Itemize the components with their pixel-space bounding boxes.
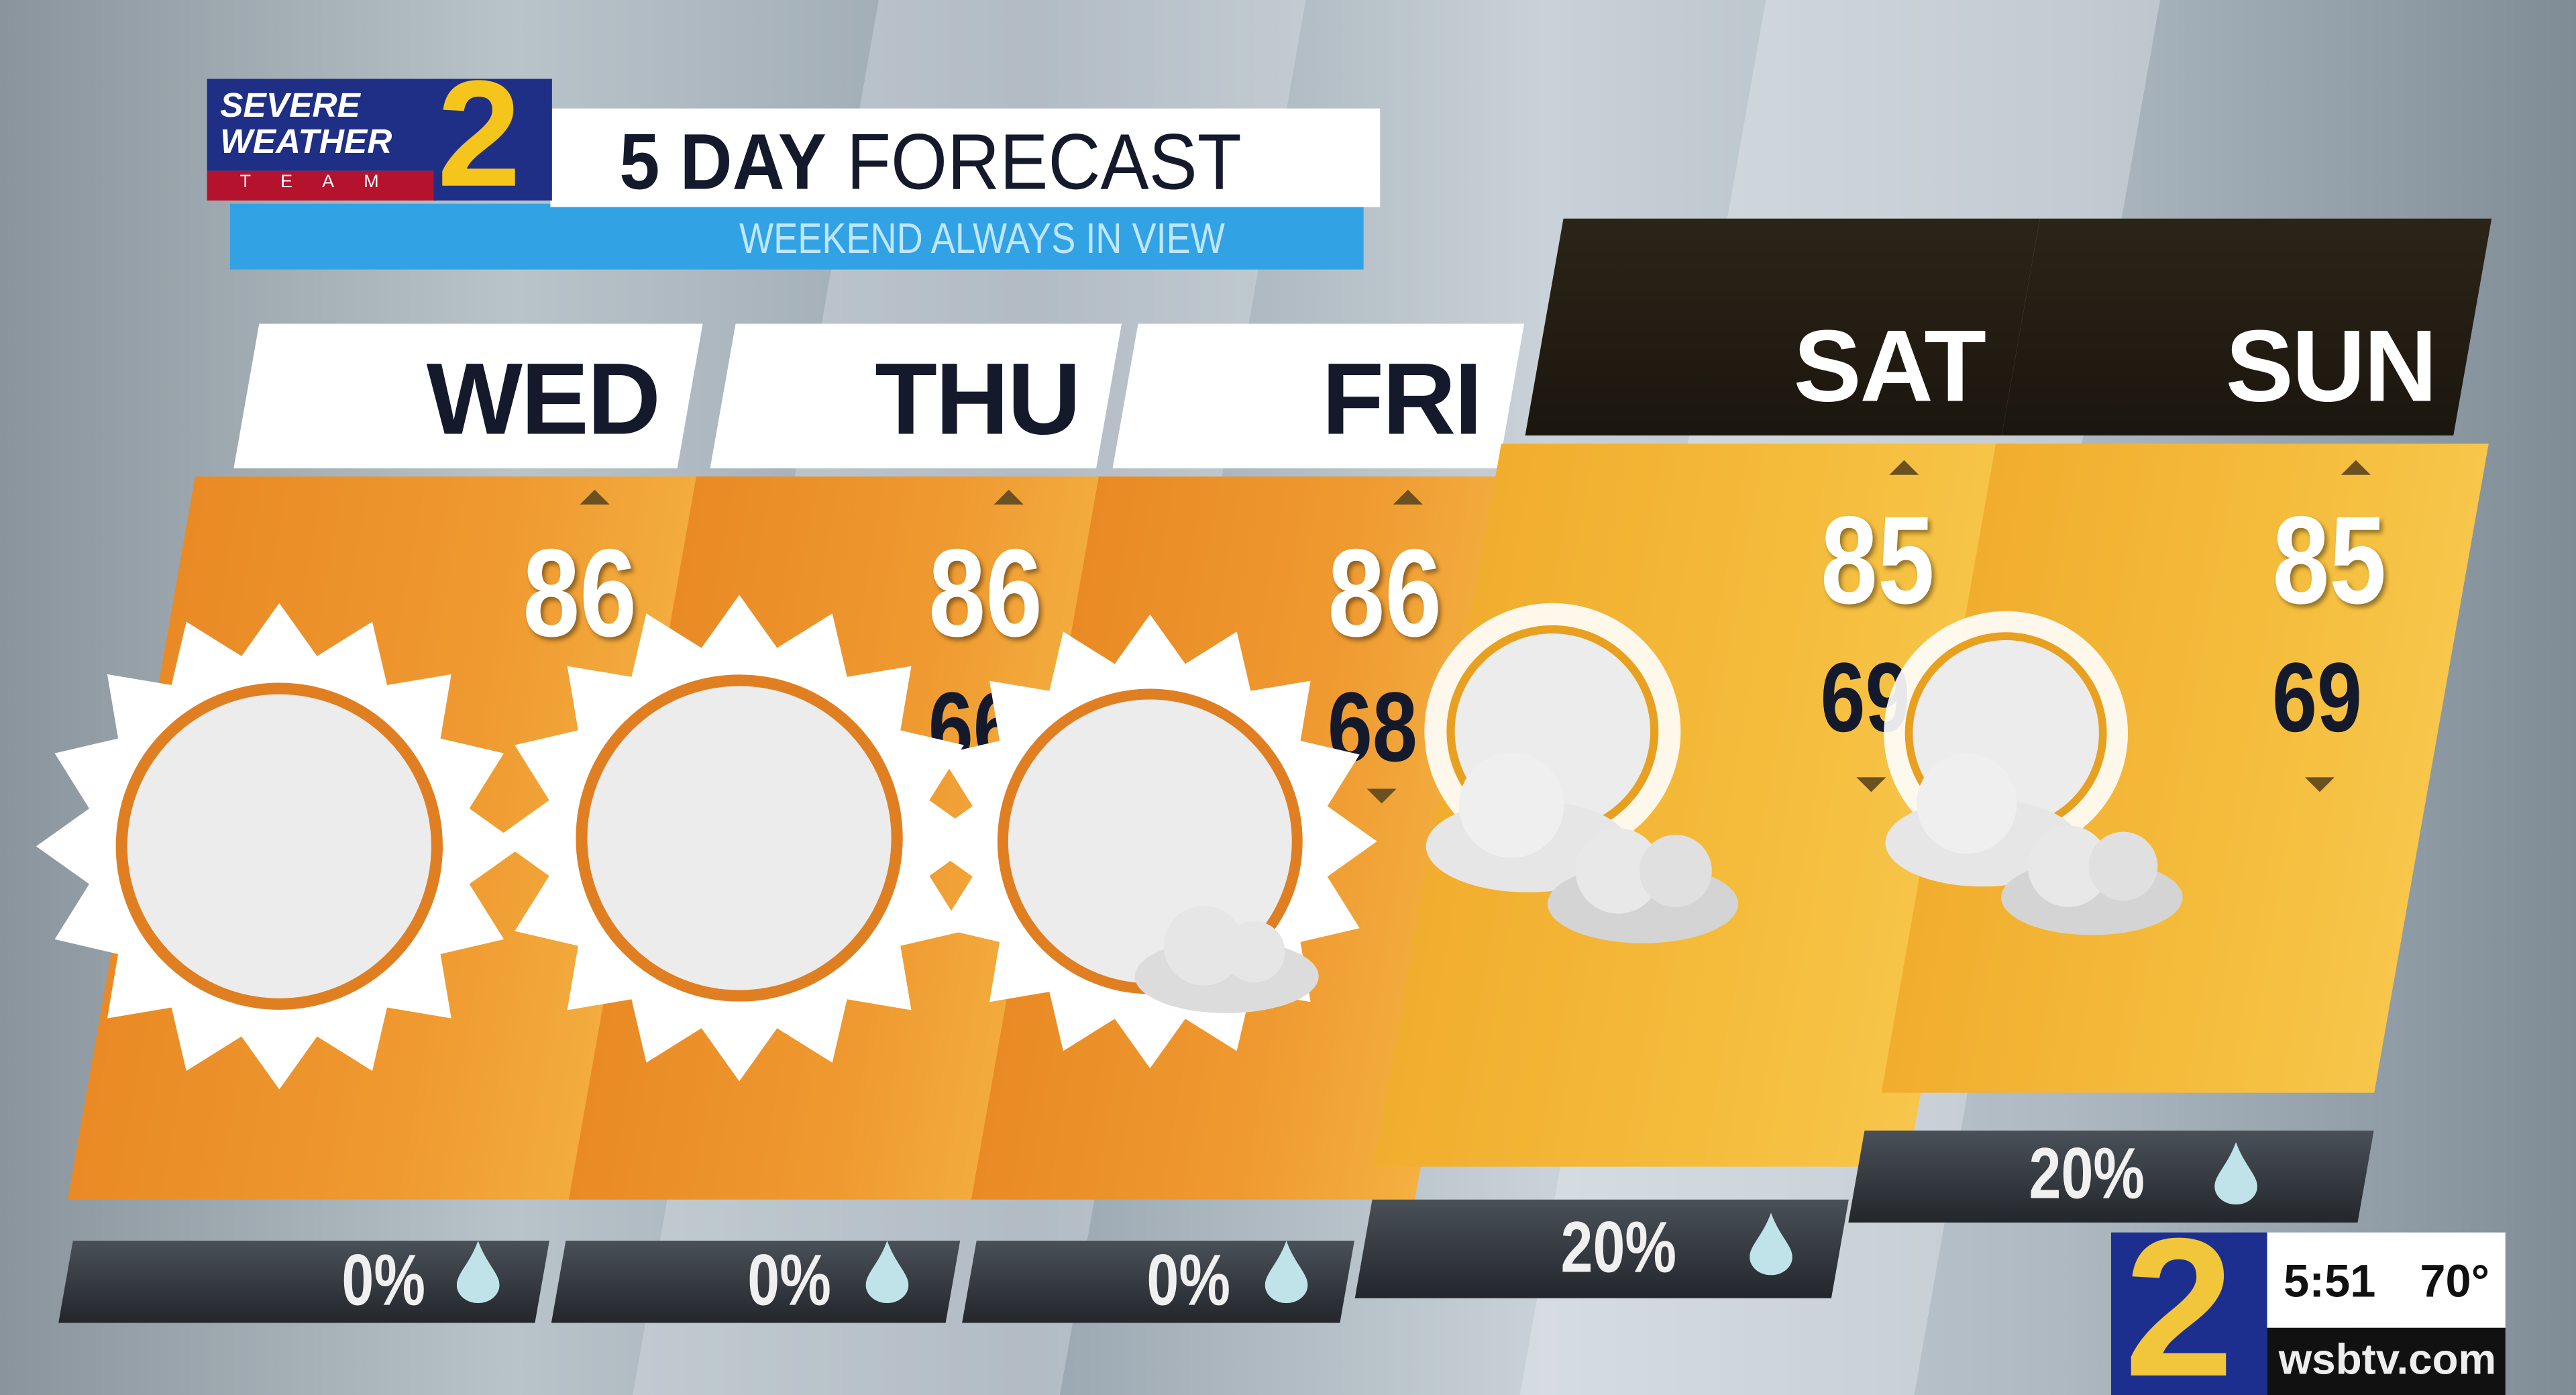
day-header-wed: WED [233, 323, 703, 468]
low-arrow-icon [1856, 777, 1886, 792]
station-bug: 2 5:51 70° wsbtv.com [2110, 1209, 2506, 1395]
title-bar: 5 DAY FORECAST [550, 108, 1381, 209]
high-temp: 85 [2273, 491, 2387, 631]
website: wsbtv.com [2278, 1334, 2497, 1384]
raindrop-icon [2214, 1142, 2257, 1205]
mostly-sunny-icon [923, 614, 1377, 1069]
high-arrow-icon [2341, 460, 2371, 475]
day-name: SUN [2225, 310, 2436, 424]
page-title: 5 DAY FORECAST [619, 118, 1242, 209]
low-temp: 69 [2272, 642, 2363, 753]
precip-chance: 0% [1146, 1240, 1230, 1321]
high-temp: 86 [929, 524, 1044, 664]
day-header-sat: SAT [1525, 218, 2040, 435]
high-temp: 86 [1328, 524, 1443, 664]
precip-chance: 20% [1560, 1208, 1677, 1289]
raindrop-icon [1265, 1240, 1308, 1304]
low-arrow-icon [2304, 777, 2335, 792]
day-name: SAT [1792, 310, 1984, 424]
title-bold: 5 DAY [619, 119, 826, 207]
partly-cloudy-icon [1884, 611, 2183, 935]
sunny-icon [36, 603, 523, 1090]
high-temp: 85 [1821, 491, 1935, 631]
precip-chance: 0% [341, 1240, 425, 1321]
clock-time: 5:51 [2284, 1255, 2376, 1306]
high-arrow-icon [1393, 489, 1423, 505]
raindrop-icon [1750, 1212, 1792, 1276]
high-arrow-icon [1889, 460, 1919, 475]
precip-chance: 0% [747, 1240, 831, 1321]
day-header-sun: SUN [2001, 218, 2492, 435]
day-name: WED [427, 343, 660, 457]
subtitle: WEEKEND ALWAYS IN VIEW [739, 213, 1225, 263]
current-temp: 70° [2420, 1255, 2490, 1306]
precip-chance: 20% [2029, 1133, 2145, 1215]
subtitle-bar: WEEKEND ALWAYS IN VIEW [229, 203, 1364, 270]
high-arrow-icon [994, 489, 1024, 505]
day-name: FRI [1322, 343, 1481, 457]
raindrop-icon [456, 1240, 500, 1304]
low-arrow-icon [1366, 788, 1397, 804]
sunny-icon [496, 595, 983, 1082]
raindrop-icon [865, 1240, 909, 1304]
day-name: THU [874, 343, 1079, 457]
title-light: FORECAST [846, 119, 1242, 207]
day-header-thu: THU [710, 323, 1122, 468]
day-header-fri: FRI [1112, 323, 1525, 468]
high-arrow-icon [580, 489, 610, 505]
high-temp: 86 [523, 524, 638, 664]
partly-cloudy-icon [1424, 603, 1739, 943]
severe-weather-logo: 2 SEVERE WEATHER TEAM [207, 59, 552, 210]
channel-logo: 2 [2124, 1198, 2235, 1395]
